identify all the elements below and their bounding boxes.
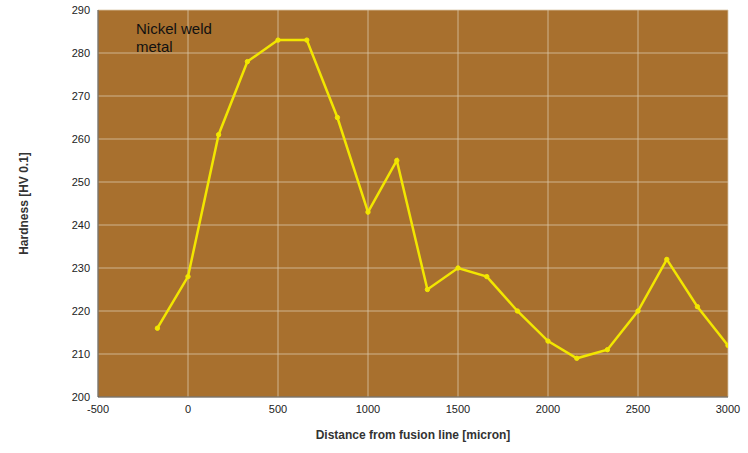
- svg-text:1000: 1000: [356, 403, 380, 415]
- svg-text:230: 230: [72, 262, 90, 274]
- svg-text:250: 250: [72, 176, 90, 188]
- svg-text:-500: -500: [87, 403, 109, 415]
- svg-text:270: 270: [72, 90, 90, 102]
- svg-text:210: 210: [72, 348, 90, 360]
- svg-text:Distance from fusion line [mic: Distance from fusion line [micron]: [316, 428, 511, 442]
- svg-text:2000: 2000: [536, 403, 560, 415]
- svg-text:1500: 1500: [446, 403, 470, 415]
- svg-text:280: 280: [72, 47, 90, 59]
- svg-text:260: 260: [72, 133, 90, 145]
- svg-text:0: 0: [185, 403, 191, 415]
- svg-text:200: 200: [72, 391, 90, 403]
- svg-text:290: 290: [72, 4, 90, 16]
- svg-text:240: 240: [72, 219, 90, 231]
- svg-text:Hardness [HV 0.1]: Hardness [HV 0.1]: [17, 152, 31, 255]
- html-text:Nickel weld metal: Nickel weld metal: [136, 20, 212, 55]
- svg-text:3000: 3000: [716, 403, 740, 415]
- svg-text:220: 220: [72, 305, 90, 317]
- svg-text:500: 500: [269, 403, 287, 415]
- svg-text:2500: 2500: [626, 403, 650, 415]
